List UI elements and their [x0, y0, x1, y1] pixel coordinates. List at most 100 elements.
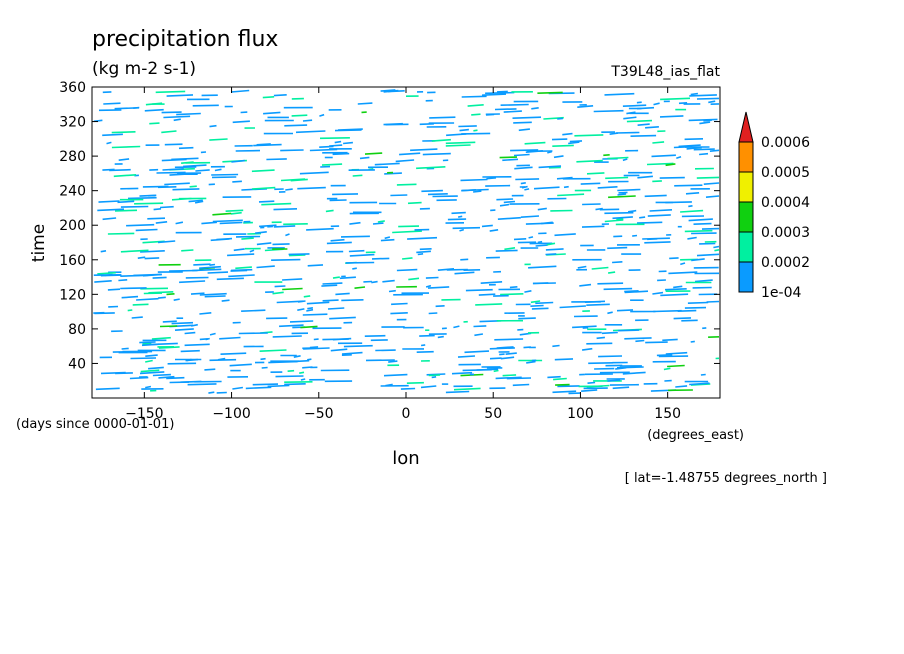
precip-streak	[459, 228, 465, 232]
precip-streak	[374, 162, 400, 166]
precip-streak	[166, 94, 194, 97]
precip-streak	[673, 317, 692, 320]
precip-streak	[272, 291, 284, 295]
precip-streak	[624, 337, 652, 340]
precip-streak	[453, 387, 481, 391]
precip-streak	[245, 386, 272, 390]
precip-streak	[513, 153, 530, 157]
precip-streak	[493, 369, 499, 373]
precip-streak	[380, 238, 395, 242]
precip-streak	[667, 364, 685, 368]
precip-streak	[445, 144, 471, 147]
precip-streak	[166, 376, 185, 380]
precip-streak	[454, 271, 475, 275]
precip-streak	[525, 222, 554, 225]
precip-streak	[155, 90, 186, 94]
precip-streak	[623, 116, 637, 120]
precip-streak	[275, 375, 304, 378]
precip-streak	[457, 355, 476, 358]
precip-streak	[140, 369, 160, 373]
precip-streak	[268, 360, 298, 364]
precip-streak	[388, 289, 396, 293]
precip-streak	[512, 116, 542, 119]
precip-streak	[607, 156, 629, 160]
precip-streak	[684, 229, 713, 233]
precip-streak	[532, 282, 549, 285]
precip-streak	[586, 342, 613, 345]
precip-streak	[137, 256, 146, 259]
precip-streak	[352, 267, 357, 270]
precip-streak	[299, 371, 305, 374]
precip-streak	[603, 287, 633, 291]
precip-streak	[669, 257, 679, 260]
y-axis: 40 80 120 160 200 240 280 320 360	[59, 80, 720, 372]
precip-streak	[156, 171, 186, 174]
precip-streak	[152, 373, 171, 377]
precip-streak	[129, 376, 149, 380]
precip-streak	[162, 168, 184, 171]
precip-streak	[489, 357, 502, 360]
precip-streak	[597, 186, 618, 189]
precip-streak	[175, 221, 184, 225]
precip-streak	[659, 115, 684, 118]
precip-streak	[148, 291, 174, 294]
precip-streak	[100, 250, 107, 253]
precip-streak	[195, 169, 210, 172]
precip-streak	[364, 334, 386, 337]
precip-streak	[135, 228, 158, 232]
precip-streak	[176, 112, 201, 116]
precip-streak	[193, 263, 211, 266]
precip-streak	[467, 104, 484, 107]
precip-streak	[117, 200, 135, 204]
precip-streak	[232, 386, 244, 390]
precip-streak	[139, 341, 156, 344]
precip-streak	[231, 159, 245, 163]
precip-streak	[291, 114, 308, 117]
precip-streak	[332, 193, 359, 196]
precip-streak	[273, 94, 287, 97]
precip-streak	[354, 286, 366, 289]
precip-streak	[481, 93, 507, 96]
precip-streak	[178, 146, 194, 150]
x-tick-label: 0	[402, 406, 411, 422]
precip-streak	[111, 145, 141, 149]
precip-streak	[419, 248, 432, 251]
precip-streak	[513, 238, 527, 241]
precip-streak	[158, 346, 180, 349]
precip-streak	[343, 141, 353, 145]
precip-streak	[272, 243, 290, 246]
precip-streak	[160, 205, 174, 209]
colorbar-segment	[738, 201, 754, 233]
precip-streak	[475, 303, 503, 306]
precip-streak	[251, 186, 276, 190]
precip-streak	[384, 236, 391, 240]
precip-streak	[676, 156, 682, 160]
precip-streak	[478, 293, 496, 296]
precip-streak	[665, 163, 676, 167]
precip-streak	[462, 368, 492, 372]
precip-streak	[322, 299, 339, 302]
precip-streak	[547, 375, 561, 379]
precip-streak	[120, 274, 149, 277]
precip-streak	[332, 276, 340, 279]
precip-streak	[132, 303, 149, 306]
precip-streak	[515, 178, 540, 181]
precip-streak	[537, 91, 563, 94]
precip-streak	[256, 242, 272, 246]
precip-streak	[504, 247, 516, 251]
precip-streak	[332, 337, 352, 341]
precip-streak	[332, 152, 350, 156]
precip-streak	[396, 268, 418, 272]
precip-streak	[461, 95, 487, 98]
precip-streak	[144, 108, 164, 112]
precip-streak	[553, 377, 567, 381]
precip-streak	[428, 374, 441, 377]
precip-streak	[136, 297, 159, 301]
precip-streak	[618, 329, 640, 332]
precip-streak	[502, 374, 517, 377]
precip-streak	[568, 141, 580, 145]
precip-streak	[607, 271, 616, 274]
precip-streak	[187, 383, 217, 386]
precip-streak	[300, 378, 306, 381]
precip-streak	[603, 154, 610, 157]
